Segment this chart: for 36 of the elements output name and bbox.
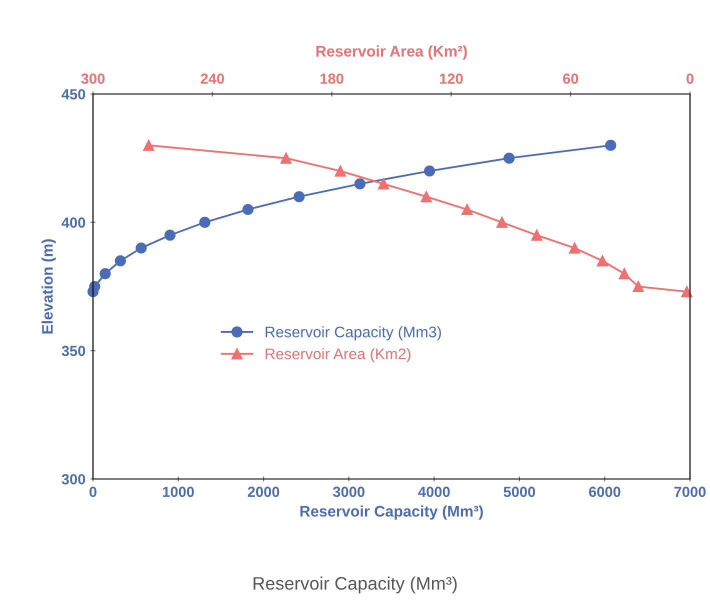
x-tick-label: 3000	[332, 486, 364, 498]
y-tick-label: 400	[62, 217, 86, 228]
x-tick-label: 5000	[504, 486, 536, 498]
y-tick-label: 350	[62, 346, 86, 356]
x-tick-label: 4000	[418, 486, 450, 498]
x2-tick-label: 300	[81, 74, 105, 84]
point	[199, 216, 210, 228]
point	[294, 191, 305, 202]
point	[89, 280, 100, 292]
point	[164, 230, 176, 241]
point	[100, 268, 111, 280]
x-tick-label: 0	[90, 486, 96, 498]
y-tick-label: 450	[62, 89, 86, 100]
x2-tick-label: 120	[440, 74, 463, 84]
x2-tick-label: 180	[320, 74, 344, 84]
point	[114, 255, 126, 266]
y-tick-label: 300	[62, 474, 86, 484]
x2-tick-label: 60	[563, 74, 578, 84]
point	[504, 152, 515, 164]
x-axis-title: Reservoir Capacity (Mm³)	[300, 505, 483, 520]
x-tick-label: 7000	[674, 486, 706, 498]
legend-label: Reservoir Area (Km2)	[266, 348, 410, 362]
point	[424, 165, 436, 177]
point	[354, 178, 366, 190]
point	[605, 140, 616, 151]
legend-label: Reservoir Capacity (Mm3)	[266, 326, 441, 340]
y-axis-title: Elevation (m)	[42, 239, 56, 334]
x-tick-label: 1000	[162, 486, 194, 498]
x-tick-label: 6000	[589, 486, 620, 498]
x2-tick-label: 0	[686, 74, 694, 84]
x2-axis-title: Reservoir Area (Km²)	[316, 45, 467, 60]
x2-tick-label: 240	[200, 74, 224, 84]
point	[136, 242, 147, 254]
text: Reservoir Capacity (Mm³)	[254, 576, 457, 594]
x-tick-label: 2000	[248, 486, 280, 498]
point	[242, 204, 254, 216]
